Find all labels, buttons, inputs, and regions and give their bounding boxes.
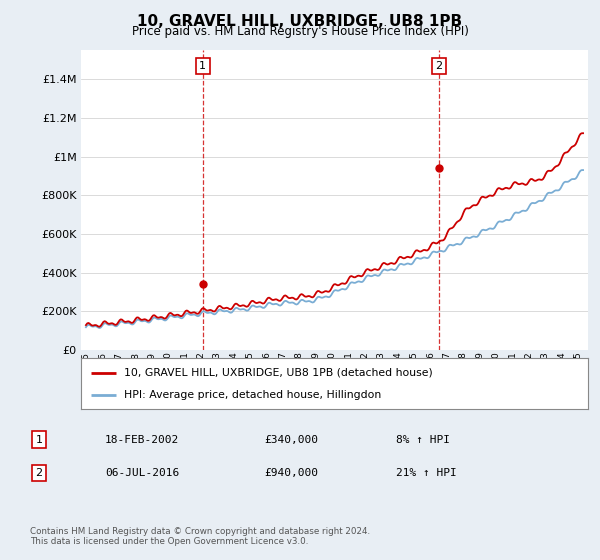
Text: Contains HM Land Registry data © Crown copyright and database right 2024.
This d: Contains HM Land Registry data © Crown c… bbox=[30, 527, 370, 546]
Text: 21% ↑ HPI: 21% ↑ HPI bbox=[396, 468, 457, 478]
Text: 1: 1 bbox=[35, 435, 43, 445]
Text: 10, GRAVEL HILL, UXBRIDGE, UB8 1PB: 10, GRAVEL HILL, UXBRIDGE, UB8 1PB bbox=[137, 14, 463, 29]
Text: 1: 1 bbox=[199, 61, 206, 71]
Text: HPI: Average price, detached house, Hillingdon: HPI: Average price, detached house, Hill… bbox=[124, 390, 382, 400]
Text: 10, GRAVEL HILL, UXBRIDGE, UB8 1PB (detached house): 10, GRAVEL HILL, UXBRIDGE, UB8 1PB (deta… bbox=[124, 367, 433, 377]
Text: 18-FEB-2002: 18-FEB-2002 bbox=[105, 435, 179, 445]
Text: £340,000: £340,000 bbox=[264, 435, 318, 445]
Text: 2: 2 bbox=[435, 61, 442, 71]
Text: £940,000: £940,000 bbox=[264, 468, 318, 478]
Text: 06-JUL-2016: 06-JUL-2016 bbox=[105, 468, 179, 478]
Text: 8% ↑ HPI: 8% ↑ HPI bbox=[396, 435, 450, 445]
Text: 2: 2 bbox=[35, 468, 43, 478]
Text: Price paid vs. HM Land Registry's House Price Index (HPI): Price paid vs. HM Land Registry's House … bbox=[131, 25, 469, 38]
